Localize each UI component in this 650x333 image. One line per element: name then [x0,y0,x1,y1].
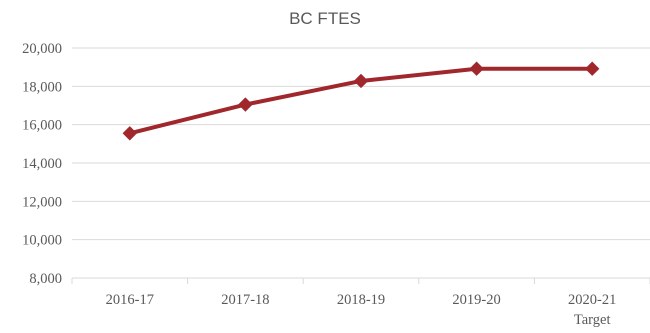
y-tick-label: 12,000 [22,194,62,210]
y-tick-label: 10,000 [22,233,62,249]
y-tick-label: 8,000 [29,271,62,287]
data-point-marker [353,73,369,89]
x-tick-label: 2017-18 [221,292,269,308]
x-axis-ticks: 2016-17 2017-18 2018-19 2019-20 2020-21 Targe… [106,292,617,328]
x-tick-sublabel: Target [574,312,611,328]
y-tick-label: 14,000 [22,156,62,172]
y-tick-label: 20,000 [22,41,62,57]
data-point-marker [584,61,600,76]
x-tick-label: 2016-17 [106,292,154,308]
x-tick-label: 2020-21 [568,292,616,308]
data-point-marker [122,126,138,141]
chart-title: BC FTES [289,9,361,28]
x-tick-label: 2019-20 [452,292,500,308]
y-tick-label: 16,000 [22,118,62,134]
y-axis-ticks: 8,000 10,000 12,000 14,000 16,000 18,000 20,00… [22,41,62,287]
y-tick-label: 18,000 [22,79,62,95]
x-tick-label: 2018-19 [337,292,385,308]
data-point-marker [469,61,484,76]
axes [71,277,650,284]
series-layer [122,61,600,141]
data-point-marker [238,97,253,112]
